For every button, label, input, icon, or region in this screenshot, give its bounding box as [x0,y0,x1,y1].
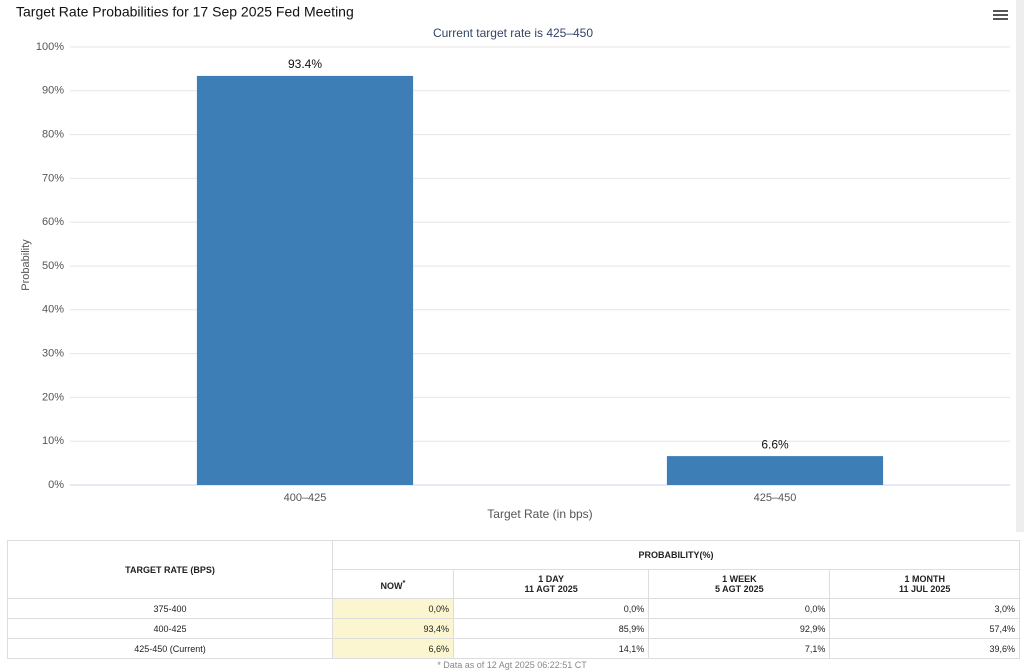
prob-cell: 14,1% [452,638,650,659]
menu-icon[interactable] [993,10,1008,20]
prob-cell: 92,9% [648,618,831,639]
chart-title: Target Rate Probabilities for 17 Sep 202… [16,4,354,20]
prob-cell: 0,0% [648,598,831,619]
column-date: 5 AGT 2025 [714,584,764,594]
prob-cell: 39,6% [829,638,1020,659]
edge [1016,0,1024,532]
bar [666,456,884,485]
y-tick-label: 0% [48,479,64,491]
prob-cell: 85,9% [452,618,650,639]
rate-cell: 375-400 [7,598,333,619]
prob-cell: 3,0% [829,598,1020,619]
column-header: 1 WEEK 5 AGT 2025 [648,569,831,599]
footnote: * Data as of 12 Agt 2025 06:22:51 CT [437,660,587,670]
probability-table: TARGET RATE (BPS) PROBABILITY(%) NOW* 1 DAY… [7,540,1020,659]
data-row: 400-425 93,4% 85,9% 92,9% 57,4% [7,618,1020,639]
column-date: 11 AGT 2025 [524,584,578,594]
now-label: NOW [380,580,403,591]
column-header: 1 MONTH 11 JUL 2025 [829,569,1020,599]
data-row: 425-450 (Current) 6,6% 14,1% 7,1% 39,6% [7,638,1020,659]
column-label: 1 WEEK [722,574,757,584]
y-tick-label: 10% [42,435,64,447]
now-header: NOW* [332,569,454,599]
x-tick-label: 425–450 [754,492,797,504]
header-row: NOW* 1 DAY 11 AGT 2025 1 WEEK 5 AGT 2025 1 MO… [8,569,1020,599]
x-tick-label: 400–425 [284,492,327,504]
chart: Target Rate Probabilities for 17 Sep 202… [16,0,1024,532]
y-tick-label: 40% [42,304,64,316]
y-axis-title: Probability [20,239,32,291]
y-tick-label: 30% [42,348,64,360]
rate-cell: 400-425 [7,618,333,639]
column-label: 1 MONTH [904,574,945,584]
row-header: TARGET RATE (BPS) [7,540,333,599]
prob-cell: 57,4% [829,618,1020,639]
column-label: 1 DAY [538,574,564,584]
prob-cell: 0,0% [452,598,650,619]
y-tick-label: 20% [42,391,64,403]
y-tick-label: 80% [42,129,64,141]
data-label: 6.6% [761,437,789,451]
y-tick-label: 50% [42,260,64,272]
y-tick-label: 90% [42,85,64,97]
now-note: * [402,577,406,587]
data-row: 375-400 0,0% 0,0% 0,0% 3,0% [7,598,1020,619]
group-header: PROBABILITY(%) [332,540,1020,570]
chart-subtitle: Current target rate is 425–450 [433,26,593,40]
y-tick-label: 70% [42,172,64,184]
prob-cell: 6,6% [332,638,454,659]
header-row: TARGET RATE (BPS) PROBABILITY(%) [7,540,1020,599]
prob-cell: 7,1% [648,638,831,659]
x-axis-title: Target Rate (in bps) [487,507,592,521]
bar [196,75,414,486]
y-tick-label: 60% [42,216,64,228]
y-tick-label: 100% [36,41,64,53]
column-header: 1 DAY 11 AGT 2025 [452,569,650,599]
column-date: 11 JUL 2025 [899,584,951,594]
rate-cell: 425-450 (Current) [7,638,333,659]
prob-cell: 0,0% [332,598,454,619]
prob-cell: 93,4% [332,618,454,639]
data-label: 93.4% [288,57,322,71]
